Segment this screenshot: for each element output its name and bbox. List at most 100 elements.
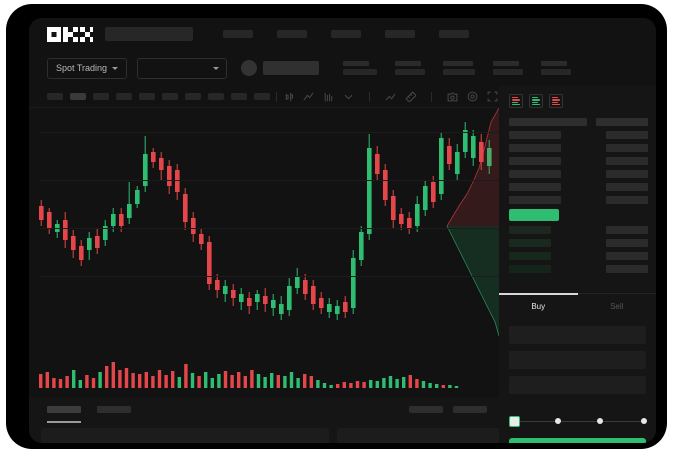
- nav-item-4[interactable]: [385, 30, 415, 38]
- candle-body: [351, 258, 356, 308]
- tf-5[interactable]: [139, 93, 155, 100]
- ask-row[interactable]: [509, 196, 561, 204]
- ask-row[interactable]: [509, 144, 561, 152]
- trading-pair-select[interactable]: [137, 57, 228, 79]
- candle-body: [47, 212, 52, 228]
- amount-slider[interactable]: [509, 416, 647, 428]
- settings-icon[interactable]: [467, 91, 478, 102]
- tf-10[interactable]: [254, 93, 270, 100]
- ob-mode-both[interactable]: [509, 94, 523, 108]
- order-price-field[interactable]: [509, 326, 646, 344]
- candlestick-icon[interactable]: [283, 91, 294, 102]
- order-entry-panel: Buy Sell: [499, 86, 656, 443]
- global-search-input[interactable]: [105, 27, 193, 41]
- tf-6[interactable]: [162, 93, 178, 100]
- bottom-tab-orders[interactable]: [47, 406, 81, 413]
- tf-3[interactable]: [93, 93, 109, 100]
- volume-bar: [98, 372, 102, 388]
- volume-bar: [204, 372, 208, 388]
- stat-5: [541, 61, 572, 75]
- slider-handle[interactable]: [509, 416, 520, 427]
- candle-body: [87, 238, 92, 250]
- ask-row[interactable]: [509, 118, 587, 126]
- nav-item-3[interactable]: [331, 30, 361, 38]
- tf-1[interactable]: [47, 93, 63, 100]
- volume-bar: [362, 382, 366, 388]
- stat-5-label: [541, 61, 568, 66]
- fullscreen-icon[interactable]: [487, 91, 498, 102]
- candle-body: [423, 186, 428, 210]
- nav-item-2[interactable]: [277, 30, 307, 38]
- ask-row[interactable]: [509, 131, 561, 139]
- ob-mode-asks[interactable]: [549, 94, 563, 108]
- market-type-select[interactable]: Spot Trading: [47, 57, 128, 79]
- trend-line-icon[interactable]: [385, 91, 396, 102]
- slider-step-dot[interactable]: [555, 418, 562, 424]
- nav-item-1[interactable]: [223, 30, 253, 38]
- ask-row[interactable]: [509, 170, 561, 178]
- candle-body: [175, 170, 180, 192]
- volume-bar: [454, 386, 459, 388]
- tf-8[interactable]: [208, 93, 224, 100]
- candle-body: [271, 300, 276, 308]
- volume-bar: [349, 383, 353, 388]
- ruler-icon[interactable]: [405, 91, 416, 102]
- ob-mode-bids[interactable]: [529, 94, 543, 108]
- bottom-action-1[interactable]: [409, 406, 443, 413]
- order-book[interactable]: [499, 114, 656, 291]
- indicator-icon[interactable]: [323, 91, 334, 102]
- sell-tab[interactable]: Sell: [578, 294, 657, 319]
- candle-body: [199, 234, 204, 244]
- volume-bar: [355, 381, 360, 388]
- buy-tab[interactable]: Buy: [499, 293, 578, 319]
- candle-body: [39, 206, 44, 220]
- bid-row[interactable]: [509, 252, 551, 260]
- candle-body: [207, 242, 212, 284]
- candle-body: [103, 226, 108, 240]
- price-chart[interactable]: [29, 108, 499, 336]
- ob-mode-line: [512, 103, 520, 105]
- ask-row[interactable]: [509, 157, 561, 165]
- candle-body: [119, 214, 124, 226]
- bottom-action-2[interactable]: [453, 406, 487, 413]
- camera-icon[interactable]: [447, 91, 458, 102]
- candle-body: [63, 220, 68, 240]
- nav-item-5[interactable]: [439, 30, 469, 38]
- timeframe-group: [47, 93, 270, 100]
- bid-row[interactable]: [509, 226, 551, 234]
- slider-step-dot[interactable]: [641, 418, 647, 424]
- tf-7[interactable]: [185, 93, 201, 100]
- okx-logo[interactable]: [47, 26, 93, 42]
- slider-step-dot[interactable]: [597, 418, 604, 424]
- bid-row[interactable]: [509, 239, 551, 247]
- volume-bar: [39, 374, 43, 388]
- line-chart-icon[interactable]: [303, 91, 314, 102]
- size-row: [606, 252, 648, 260]
- candle-body: [295, 276, 300, 288]
- best-price-row[interactable]: [509, 209, 559, 221]
- bottom-tab-positions[interactable]: [97, 406, 131, 413]
- tf-9[interactable]: [231, 93, 247, 100]
- chevron-down-icon[interactable]: [343, 91, 354, 102]
- ob-mode-line: [512, 101, 518, 103]
- order-total-field[interactable]: [509, 376, 646, 394]
- stat-3-value: [443, 69, 476, 75]
- stat-1-label: [343, 61, 370, 66]
- volume-bar: [223, 371, 228, 388]
- volume-bar: [395, 379, 399, 388]
- tf-4[interactable]: [116, 93, 132, 100]
- ask-depth-line: [446, 108, 499, 227]
- volume-bar: [138, 374, 142, 388]
- volume-bar: [256, 374, 261, 388]
- order-amount-field[interactable]: [509, 351, 646, 369]
- sell-tab-label: Sell: [610, 302, 624, 311]
- volume-bar: [316, 380, 320, 388]
- market-depth-overlay: [446, 108, 499, 336]
- place-buy-order-button[interactable]: [509, 438, 646, 443]
- tf-2[interactable]: [70, 93, 86, 100]
- ask-row[interactable]: [509, 183, 561, 191]
- candle-body: [191, 218, 196, 234]
- stat-4-label: [493, 61, 520, 66]
- volume-bar: [441, 385, 445, 388]
- bid-row[interactable]: [509, 265, 551, 273]
